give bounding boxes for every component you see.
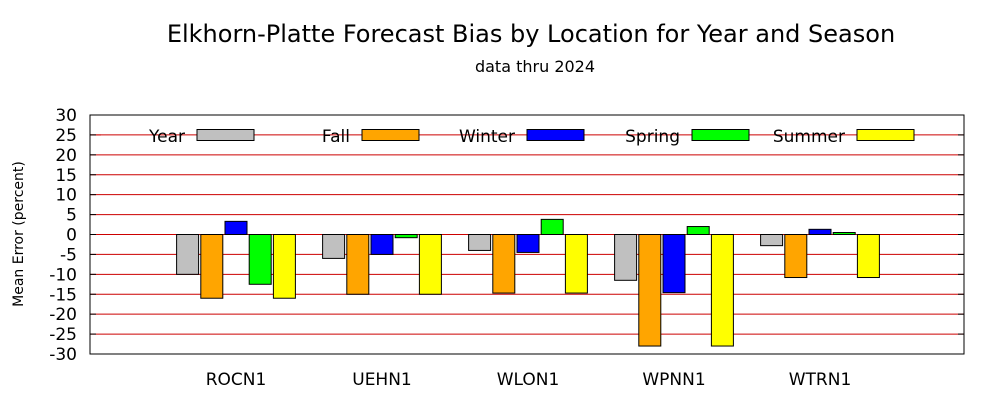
bar-winter-wtrn1	[808, 228, 832, 236]
legend-label: Fall	[322, 127, 350, 147]
x-tick-label: WTRN1	[789, 370, 852, 390]
bar-year-wpnn1	[614, 234, 638, 281]
x-tick-label: ROCN1	[206, 370, 267, 390]
bar-fall-wlon1	[492, 234, 516, 294]
bar-year-wlon1	[468, 234, 492, 251]
y-tick-label: -25	[49, 325, 77, 345]
legend-swatch	[856, 129, 915, 141]
bar-summer-wlon1	[564, 234, 588, 294]
legend: Year Fall Winter Spring Summer	[90, 127, 915, 147]
bar-fall-uehn1	[346, 234, 370, 295]
bar-summer-wtrn1	[856, 234, 880, 279]
bar-spring-uehn1	[394, 234, 418, 239]
legend-swatch	[526, 129, 585, 141]
y-tick-label: -5	[60, 245, 77, 265]
bars	[176, 218, 880, 347]
bar-summer-uehn1	[418, 234, 442, 295]
bar-fall-wpnn1	[638, 234, 662, 347]
legend-label: Year	[148, 127, 185, 147]
bar-winter-wlon1	[516, 234, 540, 253]
bar-winter-wpnn1	[662, 234, 686, 294]
bar-fall-wtrn1	[784, 234, 808, 279]
y-tick-label: -15	[49, 285, 77, 305]
bar-fall-rocn1	[200, 234, 224, 299]
bar-summer-wpnn1	[710, 234, 734, 347]
x-tick-label: WLON1	[497, 370, 560, 390]
y-tick-label: 15	[55, 166, 77, 186]
chart-subtitle: data thru 2024	[474, 57, 596, 76]
bar-spring-wtrn1	[832, 232, 856, 235]
y-tick-label: -20	[49, 305, 77, 325]
bar-winter-uehn1	[370, 234, 394, 255]
bar-year-rocn1	[176, 234, 200, 275]
y-axis-label: Mean Error (percent)	[11, 161, 27, 307]
y-tick-label: 25	[55, 126, 77, 146]
bar-spring-wpnn1	[686, 226, 710, 236]
y-tick-label: 20	[55, 146, 77, 166]
x-tick-label: UEHN1	[352, 370, 412, 390]
y-tick-label: 10	[55, 186, 77, 206]
x-tick-label: WPNN1	[642, 370, 705, 390]
y-tick-label: 5	[66, 206, 77, 226]
y-tick-label: -10	[49, 265, 77, 285]
y-tick-label: 0	[66, 226, 77, 246]
legend-label: Winter	[459, 127, 515, 147]
legend-swatch	[691, 129, 750, 141]
legend-swatch	[196, 129, 255, 141]
bar-spring-wlon1	[540, 218, 564, 235]
bar-winter-rocn1	[224, 220, 248, 235]
legend-swatch	[361, 129, 420, 141]
chart-title: Elkhorn-Platte Forecast Bias by Location…	[166, 20, 896, 48]
bar-summer-rocn1	[272, 234, 296, 299]
bar-year-wtrn1	[760, 234, 784, 247]
bar-year-uehn1	[322, 234, 346, 259]
y-tick-label: 30	[55, 106, 77, 126]
legend-label: Summer	[773, 127, 845, 147]
bar-spring-rocn1	[248, 234, 272, 285]
legend-label: Spring	[625, 127, 680, 147]
x-axis-ticks: ROCN1 UEHN1 WLON1 WPNN1 WTRN1	[206, 370, 852, 390]
y-tick-label: -30	[49, 345, 77, 365]
